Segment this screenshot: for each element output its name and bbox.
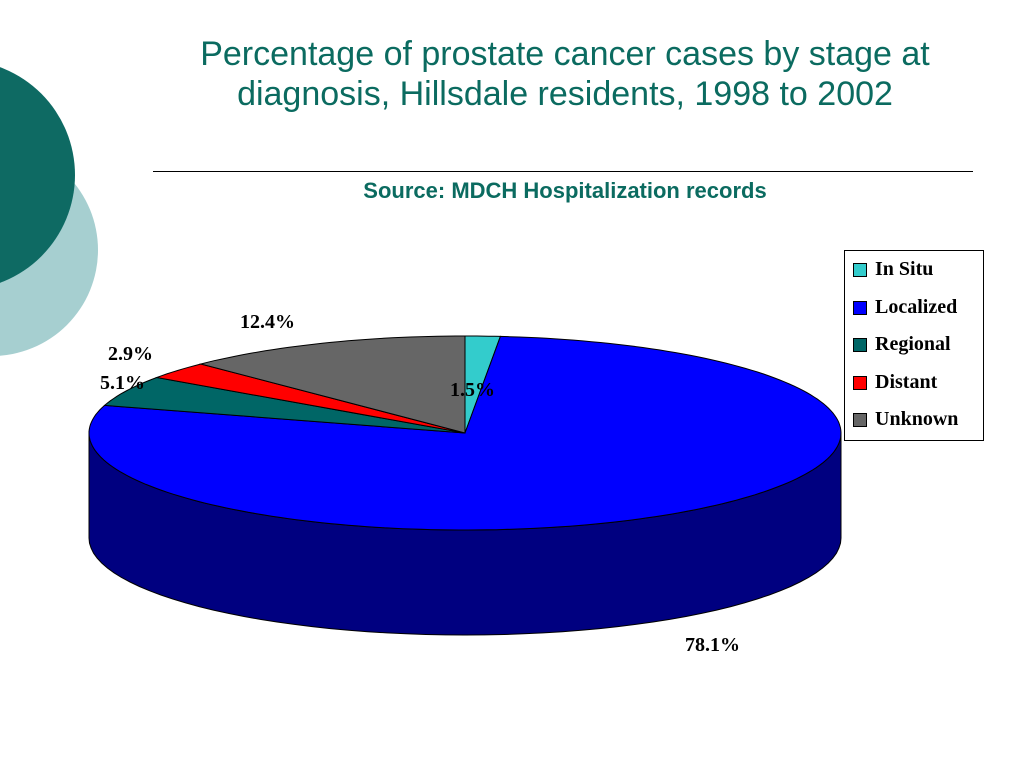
chart-legend: In Situ Localized Regional Distant Unkno… (844, 250, 984, 441)
legend-item-distant: Distant (853, 370, 983, 408)
title-divider (153, 171, 973, 172)
data-label-in-situ: 1.5% (450, 379, 495, 401)
slide-title: Percentage of prostate cancer cases by s… (200, 35, 930, 113)
legend-item-in-situ: In Situ (853, 257, 983, 295)
legend-label: Distant (875, 370, 938, 393)
legend-label: Localized (875, 295, 958, 318)
data-label-regional: 5.1% (100, 372, 145, 394)
legend-item-regional: Regional (853, 332, 983, 370)
legend-item-localized: Localized (853, 295, 983, 333)
legend-swatch (853, 300, 867, 315)
deco-dark-circle (0, 67, 75, 283)
data-label-distant: 2.9% (108, 343, 153, 365)
legend-label: In Situ (875, 258, 934, 280)
slide-subtitle: Source: MDCH Hospitalization records (363, 178, 767, 203)
pie-slice-unknown (198, 335, 466, 434)
pie-slice-distant (154, 363, 466, 434)
slide-decoration (0, 67, 98, 356)
legend-swatch (853, 263, 867, 277)
legend-label: Unknown (875, 408, 959, 430)
pie-slice-regional (103, 376, 466, 434)
legend-swatch (853, 338, 867, 352)
data-label-localized: 78.1% (685, 634, 740, 656)
legend-item-unknown: Unknown (853, 407, 983, 445)
legend-swatch (853, 413, 867, 427)
legend-swatch (853, 375, 867, 390)
legend-label: Regional (875, 333, 951, 355)
data-label-unknown: 12.4% (240, 311, 295, 333)
